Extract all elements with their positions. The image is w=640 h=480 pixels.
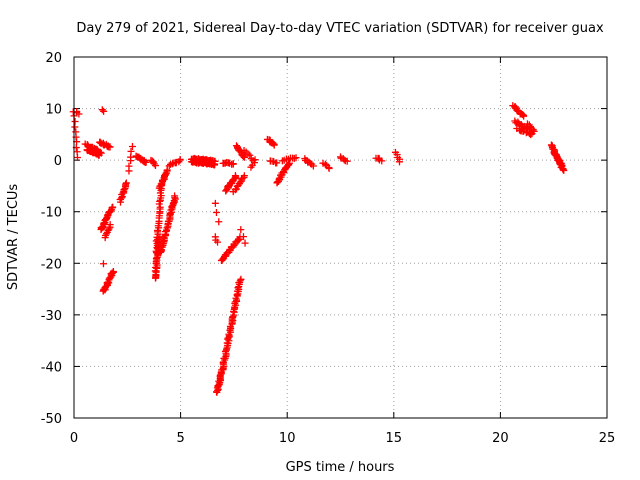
data-point bbox=[286, 159, 294, 167]
data-point bbox=[212, 209, 220, 217]
data-point bbox=[214, 238, 222, 246]
x-axis-label: GPS time / hours bbox=[286, 460, 395, 475]
data-point bbox=[240, 172, 248, 180]
data-point bbox=[75, 110, 83, 118]
data-point bbox=[231, 172, 239, 180]
data-point bbox=[163, 166, 171, 174]
data-point bbox=[527, 131, 535, 139]
data-point bbox=[557, 160, 565, 168]
data-point bbox=[106, 221, 114, 229]
data-point bbox=[211, 157, 219, 165]
data-point bbox=[241, 239, 249, 247]
data-point bbox=[530, 127, 538, 135]
data-point bbox=[152, 237, 160, 245]
y-tick-label: -10 bbox=[41, 206, 62, 221]
x-tick-label: 15 bbox=[386, 431, 403, 446]
plot-frame bbox=[73, 56, 608, 419]
data-point bbox=[97, 149, 105, 157]
x-tick-label: 10 bbox=[279, 431, 296, 446]
data-point bbox=[237, 226, 245, 234]
data-points bbox=[69, 102, 568, 396]
y-tick-label: -40 bbox=[41, 360, 62, 375]
data-point bbox=[236, 178, 244, 186]
tick-labels: 0 5 10 15 20 25 -50 -40 -30 -20 -10 0 10 20 bbox=[41, 51, 616, 446]
data-point bbox=[128, 143, 136, 151]
data-point bbox=[122, 180, 130, 188]
data-point bbox=[560, 166, 568, 174]
data-point bbox=[378, 157, 386, 165]
data-point bbox=[309, 162, 317, 170]
data-point bbox=[246, 151, 254, 159]
data-point bbox=[251, 156, 259, 164]
data-point bbox=[73, 154, 81, 162]
data-point bbox=[100, 107, 108, 115]
y-tick-label: 0 bbox=[54, 154, 62, 169]
data-point bbox=[125, 162, 133, 170]
data-point bbox=[109, 203, 117, 211]
data-point bbox=[558, 161, 566, 169]
data-point bbox=[529, 126, 537, 134]
chart-title: Day 279 of 2021, Sidereal Day-to-day VTE… bbox=[76, 21, 604, 36]
data-point bbox=[153, 233, 161, 241]
y-tick-label: 20 bbox=[45, 51, 62, 66]
data-point bbox=[340, 156, 348, 164]
data-point bbox=[150, 160, 158, 168]
data-point bbox=[237, 275, 245, 283]
data-point bbox=[322, 160, 330, 168]
data-point bbox=[239, 233, 247, 241]
data-point bbox=[211, 199, 219, 207]
data-point bbox=[99, 260, 107, 268]
data-point bbox=[229, 160, 237, 168]
data-point bbox=[109, 268, 117, 276]
data-point bbox=[215, 218, 223, 226]
data-point bbox=[161, 170, 169, 178]
data-point bbox=[171, 192, 179, 200]
data-point bbox=[343, 157, 351, 165]
data-point bbox=[234, 284, 242, 292]
data-point bbox=[395, 158, 403, 166]
x-tick-label: 0 bbox=[70, 431, 78, 446]
data-point bbox=[127, 147, 135, 155]
y-tick-label: -20 bbox=[41, 257, 62, 272]
x-tick-label: 20 bbox=[492, 431, 509, 446]
x-tick-label: 25 bbox=[599, 431, 616, 446]
data-point bbox=[176, 155, 184, 163]
data-point bbox=[325, 164, 333, 172]
data-point bbox=[292, 154, 300, 162]
data-point bbox=[518, 111, 526, 119]
y-tick-label: 10 bbox=[45, 103, 62, 118]
y-axis-label: SDTVAR / TECUs bbox=[6, 184, 21, 291]
x-tick-label: 5 bbox=[176, 431, 184, 446]
data-point bbox=[151, 162, 159, 170]
data-point bbox=[290, 154, 298, 162]
data-point bbox=[270, 141, 278, 149]
data-point bbox=[156, 197, 164, 205]
data-point bbox=[142, 158, 150, 166]
data-point bbox=[98, 106, 106, 114]
data-point bbox=[234, 236, 242, 244]
data-point bbox=[71, 123, 79, 131]
data-point bbox=[241, 153, 249, 161]
data-point bbox=[520, 112, 528, 120]
data-point bbox=[106, 143, 114, 151]
data-point bbox=[273, 159, 281, 167]
y-tick-label: -30 bbox=[41, 309, 62, 324]
y-tick-label: -50 bbox=[41, 412, 62, 427]
data-point bbox=[236, 277, 244, 285]
data-point bbox=[122, 179, 130, 187]
